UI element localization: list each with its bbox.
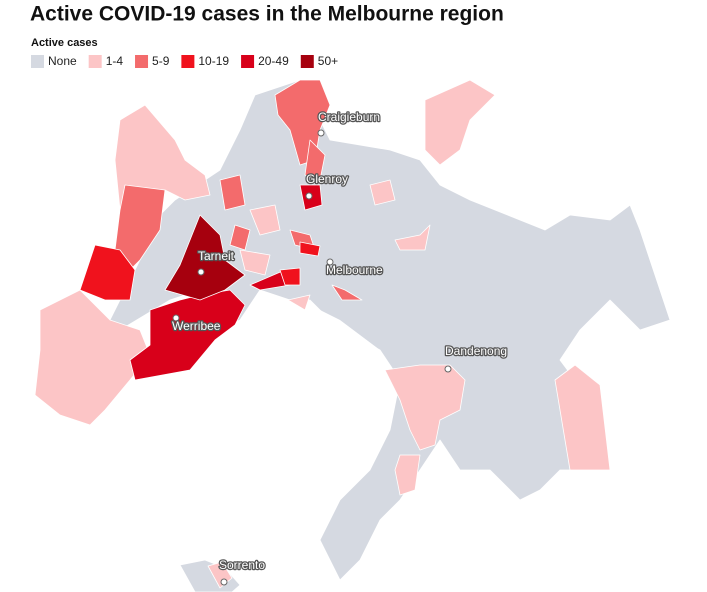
place-label: Melbourne [326,263,383,277]
region [219,174,246,211]
legend-label: 50+ [318,54,338,68]
region [114,184,166,271]
legend-title: Active cases [31,37,98,49]
place-marker [326,258,334,266]
region [394,224,431,251]
legend-label: 20-49 [258,54,289,68]
place-marker [172,314,180,322]
region [34,289,151,426]
region [304,139,326,181]
place-marker [305,192,313,200]
legend-label: None [48,54,77,68]
region [279,267,301,286]
title: Active COVID-19 cases in the Melbourne r… [30,3,504,26]
place-marker [220,578,228,586]
region [331,284,363,301]
region [274,79,331,166]
place-label: Glenroy [306,172,348,186]
legend-swatch [88,55,102,68]
legend-swatch [241,55,255,68]
place-marker [317,129,325,137]
place-label: Tarneit [198,249,235,263]
legend-label: 5-9 [152,54,170,68]
place-label: Sorrento [219,558,265,572]
region [239,249,271,276]
region [299,241,321,257]
places: Craigieburn Glenroy Tarneit Melbourne We… [171,109,508,586]
region [554,364,611,471]
place-label: Werribee [172,319,221,333]
place-label: Craigieburn [318,110,380,124]
region [164,214,246,301]
place-label: Dandenong [445,344,507,358]
region [384,364,466,451]
regions [34,79,671,592]
legend-swatch [300,55,314,68]
region [249,204,281,236]
legend-label: 10-19 [198,54,229,68]
region [287,294,311,311]
region [369,179,396,206]
legend-swatch [135,55,149,68]
legend-swatch [31,55,44,68]
region [229,224,251,251]
legend: None 1-4 5-9 10-19 20-49 50+ [31,54,338,68]
legend-swatch [181,55,195,68]
region [79,244,136,301]
legend-label: 1-4 [106,54,124,68]
place-marker [197,268,205,276]
bay [232,300,400,592]
region [424,79,496,166]
place-marker [444,365,452,373]
region [394,454,421,496]
